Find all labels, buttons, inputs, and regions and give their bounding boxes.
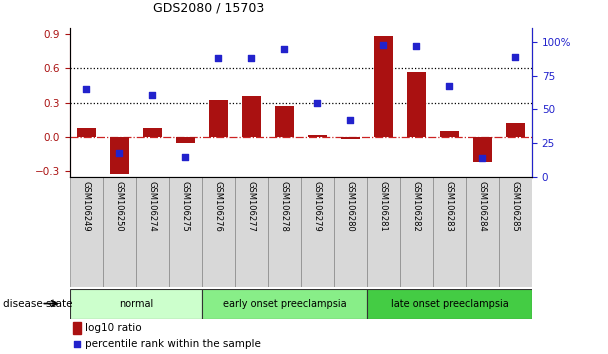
Point (379, 42, 389, 47)
Bar (70, 289, 202, 319)
Point (511, 54, 520, 59)
Text: GSM106284: GSM106284 (478, 181, 487, 232)
Bar (301, 177, 334, 287)
Bar (103, 177, 136, 287)
Bar (373, 36, 393, 137)
Text: GSM106274: GSM106274 (148, 181, 157, 232)
Point (181, 154, 190, 160)
Bar (466, 177, 499, 287)
Text: GSM106283: GSM106283 (445, 181, 454, 232)
Bar (334, 177, 367, 287)
Text: GSM106278: GSM106278 (280, 181, 289, 232)
Bar (202, 177, 235, 287)
Text: GSM106281: GSM106281 (379, 181, 388, 232)
Bar (367, 177, 400, 287)
Bar (109, 137, 130, 173)
Bar (70, 177, 103, 287)
Bar (275, 106, 294, 137)
Point (213, 55, 223, 61)
Bar (433, 177, 466, 287)
Text: GSM106276: GSM106276 (214, 181, 223, 232)
Bar (400, 177, 433, 287)
Point (148, 92, 157, 97)
Bar (407, 72, 426, 137)
Text: GSM106277: GSM106277 (247, 181, 256, 232)
Point (313, 100, 322, 105)
Bar (209, 101, 229, 137)
Text: late onset preeclampsia: late onset preeclampsia (390, 298, 508, 309)
Bar (499, 177, 532, 287)
Point (412, 43, 421, 49)
Bar (308, 135, 327, 137)
Text: GDS2080 / 15703: GDS2080 / 15703 (153, 1, 264, 14)
Point (345, 118, 355, 123)
Bar (268, 177, 301, 287)
Bar (241, 96, 261, 137)
Text: disease state: disease state (3, 298, 72, 309)
Text: GSM106282: GSM106282 (412, 181, 421, 232)
Text: percentile rank within the sample: percentile rank within the sample (85, 339, 261, 349)
Bar (202, 289, 367, 319)
Point (478, 155, 488, 161)
Bar (136, 177, 169, 287)
Text: GSM106275: GSM106275 (181, 181, 190, 232)
Bar (235, 177, 268, 287)
Text: GSM106285: GSM106285 (511, 181, 520, 232)
Bar (440, 131, 460, 137)
Bar (506, 123, 525, 137)
Text: log10 ratio: log10 ratio (85, 323, 142, 333)
Bar (367, 289, 532, 319)
Bar (340, 137, 361, 139)
Bar (73, 322, 81, 334)
Text: GSM106250: GSM106250 (115, 181, 124, 232)
Point (280, 46, 289, 51)
Bar (169, 177, 202, 287)
Bar (142, 128, 162, 137)
Point (444, 84, 454, 89)
Bar (77, 128, 96, 137)
Point (72, 341, 81, 347)
Text: GSM106279: GSM106279 (313, 181, 322, 232)
Bar (176, 137, 195, 143)
Point (81, 86, 91, 92)
Text: GSM106249: GSM106249 (82, 181, 91, 232)
Text: GSM106280: GSM106280 (346, 181, 355, 232)
Bar (472, 137, 492, 162)
Text: early onset preeclampsia: early onset preeclampsia (223, 298, 347, 309)
Point (114, 150, 124, 155)
Text: normal: normal (119, 298, 153, 309)
Point (247, 55, 257, 61)
